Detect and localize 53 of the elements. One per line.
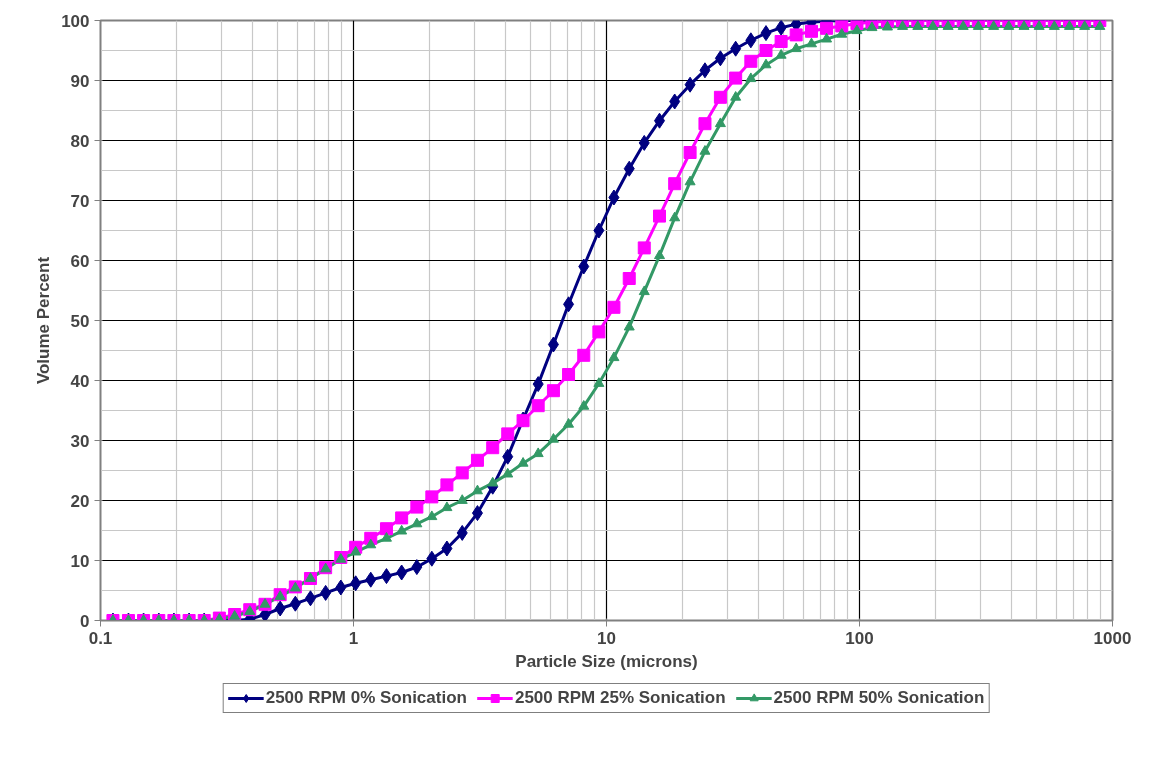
point	[304, 590, 316, 607]
y-tick-label: 70	[70, 191, 90, 211]
point	[547, 336, 559, 353]
point	[638, 134, 650, 151]
point	[411, 559, 423, 576]
point	[471, 505, 483, 522]
point	[684, 76, 696, 93]
x-tick-label: 100	[845, 628, 874, 648]
x-tick-label: 1000	[1093, 628, 1132, 648]
y-tick-label: 60	[70, 251, 90, 271]
point	[775, 20, 787, 36]
x-tick-label: 0.1	[88, 628, 113, 648]
point	[563, 296, 575, 313]
point	[532, 376, 544, 393]
point	[730, 40, 742, 57]
point	[335, 579, 347, 596]
legend-label: 2500 RPM 50% Sonication	[773, 688, 985, 708]
point	[760, 25, 772, 42]
x-tick-label: 1	[348, 628, 359, 648]
point	[441, 540, 453, 557]
point	[274, 600, 286, 617]
y-tick-label: 90	[70, 71, 90, 91]
point	[714, 50, 726, 67]
point	[289, 595, 301, 612]
legend-label: 2500 RPM 25% Sonication	[514, 688, 726, 708]
point	[578, 258, 590, 275]
point	[623, 160, 635, 177]
y-tick-label: 10	[70, 551, 90, 571]
point	[426, 550, 438, 567]
y-tick-label: 0	[80, 611, 90, 631]
point	[365, 571, 377, 588]
y-tick-label: 40	[70, 371, 90, 391]
point	[456, 524, 468, 541]
point	[608, 189, 620, 206]
x-axis-title: Particle Size (microns)	[515, 651, 698, 671]
x-tick-label: 10	[597, 628, 616, 648]
y-tick-label: 20	[70, 491, 90, 511]
y-axis-title: Volume Percent	[34, 256, 54, 385]
point	[320, 584, 332, 601]
point	[699, 62, 711, 79]
point	[380, 568, 392, 585]
point	[593, 222, 605, 239]
point	[502, 448, 514, 465]
point	[396, 564, 408, 581]
legend-label: 2500 RPM 0% Sonication	[265, 688, 467, 708]
y-tick-label: 50	[70, 311, 90, 331]
point	[745, 32, 757, 49]
y-tick-label: 80	[70, 131, 90, 151]
y-tick-label: 100	[61, 11, 90, 31]
y-tick-label: 30	[70, 431, 90, 451]
point	[669, 93, 681, 110]
point	[350, 575, 362, 592]
point	[654, 112, 666, 129]
